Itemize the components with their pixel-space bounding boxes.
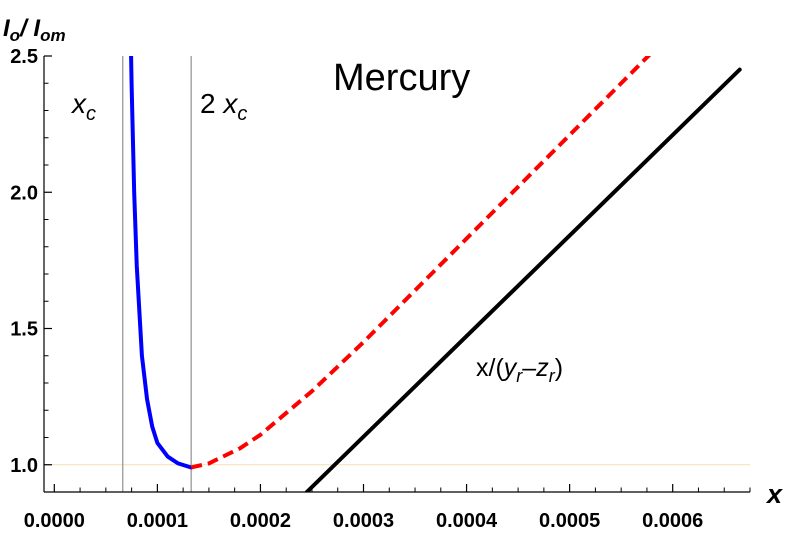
y-tick-label-2: 2.0 (10, 182, 38, 204)
y-tick-label-3: 2.5 (10, 46, 38, 68)
x-tick-label-2: 0.0002 (230, 510, 291, 532)
y-axis-title-ref-sub: om (40, 26, 66, 45)
series-line-1 (190, 56, 652, 470)
marker-label-2xc-main: x (221, 88, 238, 119)
marker-label-xc: xc (70, 88, 96, 125)
series-group (129, 56, 742, 492)
y-axis-title-sep: / (19, 15, 33, 42)
y-axis-title-main-sub: o (10, 26, 20, 45)
marker-label-2xc-prefix: 2 (200, 88, 223, 119)
y-tick-label-0: 1.0 (10, 455, 38, 477)
marker-label-xc-main: x (70, 88, 87, 119)
vertical-markers (122, 56, 192, 492)
y-axis-title-ref: I (33, 15, 41, 42)
marker-label-2xc-sub: c (237, 103, 247, 125)
x-tick-label-3: 0.0003 (333, 510, 394, 532)
asymptote-label-y: y (502, 354, 518, 382)
asymptote-label-suffix: ) (555, 354, 563, 382)
asymptote-label: x/(yr–zr) (476, 354, 563, 386)
x-axis-title: x (765, 479, 783, 509)
chart-title: Mercury (333, 57, 470, 99)
x-tick-label-0: 0.0000 (24, 510, 85, 532)
series-line-2 (304, 67, 742, 492)
marker-label-xc-sub: c (86, 103, 96, 125)
asymptote-label-prefix: x/( (476, 354, 504, 382)
marker-label-2xc: 2 xc (200, 88, 247, 125)
axis-ticks: 0.0000 0.0001 0.0002 0.0003 0.0004 0.0005 0.00… (10, 46, 751, 532)
series-line-0 (129, 56, 194, 470)
x-tick-label-4: 0.0004 (436, 510, 498, 532)
y-tick-label-1: 1.5 (10, 319, 38, 341)
y-axis-title: Io/ Iom (3, 15, 66, 45)
x-tick-label-1: 0.0001 (127, 510, 188, 532)
asymptote-label-z-sub: r (549, 366, 556, 386)
asymptote-label-dash: – (522, 354, 536, 382)
y-axis-title-main: I (3, 15, 11, 42)
x-tick-label-6: 0.0006 (642, 510, 703, 532)
x-tick-label-5: 0.0005 (539, 510, 600, 532)
asymptote-label-z: z (535, 354, 549, 382)
asymptote-label-y-sub: r (516, 366, 523, 386)
